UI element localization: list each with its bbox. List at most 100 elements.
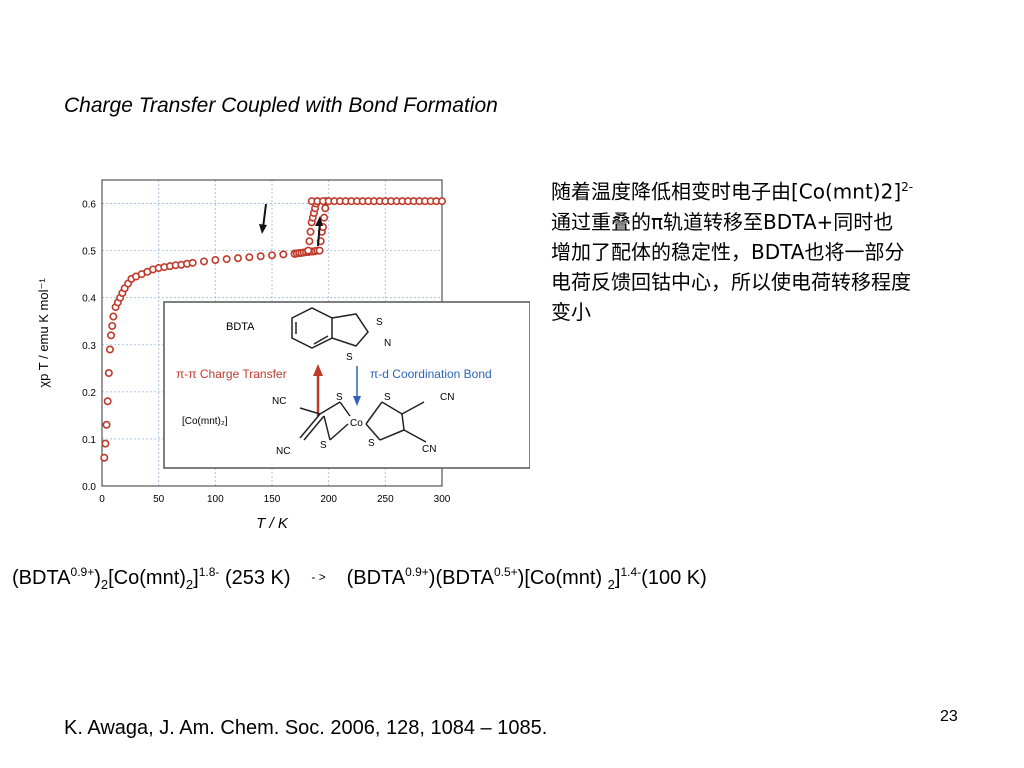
chart-svg: 0 50 100 150 200 250 3000.00.10.20.30.40.50.6 … (36, 179, 531, 532)
description-line-text: 随着温度降低相变时电子由[Co(mnt)2] (551, 179, 902, 204)
data-point (108, 321, 117, 330)
eq-sub: 2 (100, 577, 109, 592)
y-axis-label: χp T / emu K mol⁻¹ (36, 278, 51, 388)
data-point (105, 345, 114, 354)
description-line: 变小 (551, 297, 1021, 327)
complex-atom-cn2: CN (422, 444, 436, 455)
y-tick-label: 0.4 (82, 294, 96, 305)
complex-atom-s4: S (368, 438, 375, 449)
data-point (104, 369, 113, 378)
x-tick-label: 0 (99, 494, 105, 505)
x-axis-label: T / K (256, 515, 289, 532)
inset-bdta-label: BDTA (226, 321, 255, 333)
y-tick-label: 0.1 (82, 435, 96, 446)
y-tick-label: 0.6 (82, 200, 96, 211)
x-tick-label: 300 (434, 494, 451, 505)
data-point (109, 312, 118, 321)
eq-text: [Co(mnt) (108, 567, 186, 589)
eq-sup: 0.9+ (405, 565, 429, 579)
complex-atom-s1: S (336, 392, 343, 403)
data-point (234, 254, 243, 263)
data-point (200, 257, 209, 266)
slide-title: Charge Transfer Coupled with Bond Format… (64, 94, 498, 117)
structure-inset: BDTA π-π Charge Transfer π-d Coordinatio… (163, 301, 531, 469)
data-point (107, 331, 116, 340)
y-tick-label: 0.2 (82, 388, 96, 399)
description-line: 增加了配体的稳定性，BDTA也将一部分 (551, 237, 1021, 267)
description-line-text: 通过重叠的π轨道转移至BDTA+同时也 (551, 209, 894, 234)
eq-text: )[Co(mnt) (517, 567, 608, 589)
data-point (245, 253, 254, 262)
data-point (306, 227, 315, 236)
cooling-arrow-icon (259, 203, 267, 234)
data-point (268, 251, 277, 260)
eq-text: ] (193, 567, 199, 589)
description-line-sup: 2- (901, 180, 914, 194)
data-point (222, 255, 231, 264)
data-point (437, 197, 446, 206)
eq-sup: 0.5+ (493, 565, 518, 579)
complex-atom-s3: S (384, 392, 391, 403)
x-tick-label: 100 (207, 494, 224, 505)
eq-text: ] (614, 567, 621, 589)
eq-sub: 2 (185, 577, 194, 592)
eq-text: (100 K) (641, 567, 707, 589)
eq-sub: 2 (607, 577, 615, 592)
complex-atom-cn1: CN (440, 392, 454, 403)
data-point (102, 420, 111, 429)
eq-text: (253 K) (219, 567, 291, 589)
data-point (305, 237, 314, 246)
eq-text: (BDTA (12, 567, 71, 589)
bdta-molecule (291, 307, 369, 349)
co-mnt-complex (299, 401, 427, 443)
description-line: 随着温度降低相变时电子由[Co(mnt)2]2- (551, 172, 1021, 207)
data-point (321, 204, 330, 213)
eq-text: ) (94, 567, 101, 589)
inset-charge-transfer-label: π-π Charge Transfer (176, 367, 287, 381)
data-point (315, 246, 324, 255)
chart-ticks: 0 50 100 150 200 250 300 0.0 0.1 0.2 0.3 0.4 0.5 0.6 (82, 200, 451, 505)
eq-sup: 0.9+ (70, 565, 95, 579)
data-point (256, 252, 265, 261)
complex-atom-nc1: NC (272, 396, 286, 407)
eq-sup: 1.8- (198, 565, 220, 579)
heating-arrow-icon (315, 216, 323, 247)
x-tick-label: 150 (264, 494, 281, 505)
citation: K. Awaga, J. Am. Chem. Soc. 2006, 128, 1… (64, 717, 548, 739)
data-point (188, 258, 197, 267)
data-point (101, 439, 110, 448)
description-line: 电荷反馈回钴中心，所以使电荷转移程度 (551, 267, 1021, 297)
x-tick-label: 250 (377, 494, 394, 505)
eq-text: )(BDTA (428, 567, 494, 589)
description-text: 随着温度降低相变时电子由[Co(mnt)2]2- 通过重叠的π轨道转移至BDTA… (551, 172, 1021, 327)
complex-atom-co: Co (350, 418, 363, 429)
y-tick-label: 0.0 (82, 482, 96, 493)
data-point (279, 250, 288, 259)
reaction-arrow-icon: - > (311, 570, 326, 584)
magnetic-susceptibility-chart: 0 50 100 150 200 250 300 0.0 0.1 0.2 0.3 0.4 0.5 0.6 … (30, 168, 531, 538)
x-tick-label: 200 (320, 494, 337, 505)
inset-coordination-label: π-d Coordination Bond (370, 367, 492, 381)
description-line: 通过重叠的π轨道转移至BDTA+同时也 (551, 207, 1021, 237)
page-number: 23 (940, 708, 958, 725)
x-tick-label: 50 (153, 494, 165, 505)
y-tick-label: 0.3 (82, 341, 96, 352)
chart-points (100, 197, 446, 462)
data-point (100, 453, 109, 462)
eq-sup: 1.4- (620, 565, 642, 579)
description-line-text: 变小 (551, 299, 591, 324)
bdta-atom-n: N (384, 338, 391, 349)
data-point (103, 397, 112, 406)
y-tick-label: 0.5 (82, 247, 96, 258)
inset-co-label: [Co(mnt)₂] (182, 416, 228, 427)
reaction-equation: (BDTA0.9+)2[Co(mnt)2]1.8- (253 K) - > (BDT… (12, 565, 707, 592)
data-point (304, 246, 313, 255)
bdta-atom-s1: S (376, 317, 383, 328)
data-point (211, 256, 220, 265)
description-line-text: 增加了配体的稳定性，BDTA也将一部分 (551, 239, 905, 264)
complex-atom-nc2: NC (276, 446, 290, 457)
bdta-atom-s2: S (346, 352, 353, 363)
data-point (320, 213, 329, 222)
eq-text: (BDTA (346, 567, 406, 589)
description-line-text: 电荷反馈回钴中心，所以使电荷转移程度 (551, 269, 911, 294)
